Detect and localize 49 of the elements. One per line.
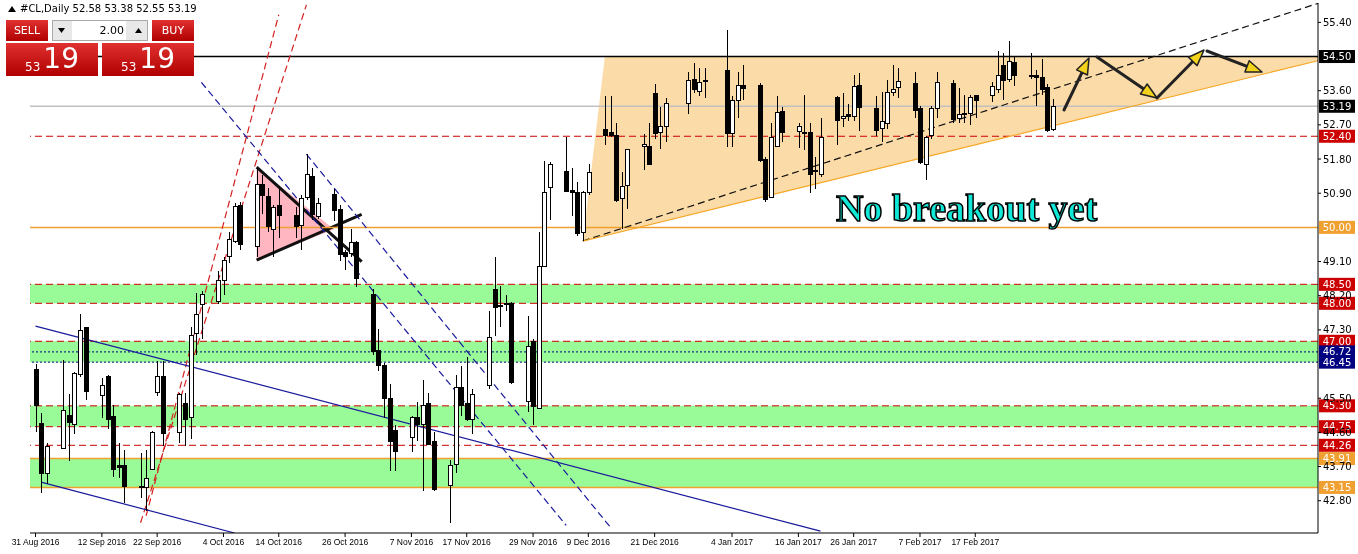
ref-line-label: 53.19 <box>1322 100 1352 112</box>
annotation: 53 <box>25 60 41 74</box>
x-tick-label: 7 Feb 2017 <box>898 537 942 548</box>
y-tick-label: 53.60 <box>1323 85 1352 97</box>
ref-line-label: 43.15 <box>1322 481 1352 493</box>
annotation: 19 <box>43 42 79 75</box>
x-tick-label: 4 Jan 2017 <box>711 537 754 548</box>
x-tick-label: 22 Sep 2016 <box>133 537 182 548</box>
x-tick-label: 26 Oct 2016 <box>321 537 369 548</box>
x-tick-label: 31 Aug 2016 <box>11 537 60 548</box>
annotation: No breakout yet <box>836 186 1098 230</box>
x-tick-label: 17 Feb 2017 <box>951 537 1000 548</box>
candlestick <box>448 459 453 524</box>
x-tick-label: 21 Dec 2016 <box>630 537 680 548</box>
candlestick <box>200 290 205 340</box>
ref-line-label: 52.40 <box>1322 130 1352 142</box>
annotation: 2.00 <box>72 21 126 40</box>
x-tick-label: 17 Nov 2016 <box>442 537 492 548</box>
chart-title: #CL,Daily 52.58 53.38 52.55 53.19 <box>20 3 197 14</box>
x-tick-label: 7 Nov 2016 <box>389 537 434 548</box>
y-tick-label: 50.90 <box>1323 187 1352 199</box>
y-tick-label: 55.40 <box>1323 16 1352 28</box>
x-tick-label: 26 Jan 2017 <box>830 537 878 548</box>
candlestick <box>896 67 901 99</box>
ref-line-label: 54.50 <box>1322 51 1352 63</box>
annotation: SELL <box>6 20 48 41</box>
candlestick <box>703 67 708 99</box>
ref-line-label: 47.00 <box>1322 335 1352 347</box>
x-tick-label: 14 Oct 2016 <box>255 537 303 548</box>
candlestick <box>548 161 553 221</box>
y-tick-label: 52.70 <box>1323 119 1352 131</box>
ref-line-label: 44.26 <box>1322 439 1352 451</box>
candlestick <box>194 292 199 356</box>
y-tick-label: 51.80 <box>1323 153 1352 165</box>
ref-line-label: 50.00 <box>1322 221 1352 233</box>
x-tick-label: 12 Sep 2016 <box>77 537 127 548</box>
ref-line-label: 46.45 <box>1322 356 1352 368</box>
ref-line-label: 46.72 <box>1322 346 1352 358</box>
annotation: BUY <box>152 20 194 41</box>
y-tick-label: 47.30 <box>1323 324 1352 336</box>
x-tick-label: 9 Dec 2016 <box>566 537 611 548</box>
x-tick-label: 29 Nov 2016 <box>508 537 558 548</box>
ref-line-label: 48.50 <box>1322 278 1352 290</box>
x-tick-label: 4 Oct 2016 <box>202 537 245 548</box>
annotation: 19 <box>139 42 175 75</box>
x-tick-label: 16 Jan 2017 <box>774 537 823 548</box>
y-tick-label: 49.10 <box>1323 256 1352 268</box>
y-tick-label: 42.80 <box>1323 495 1352 507</box>
annotation: 53 <box>121 60 137 74</box>
